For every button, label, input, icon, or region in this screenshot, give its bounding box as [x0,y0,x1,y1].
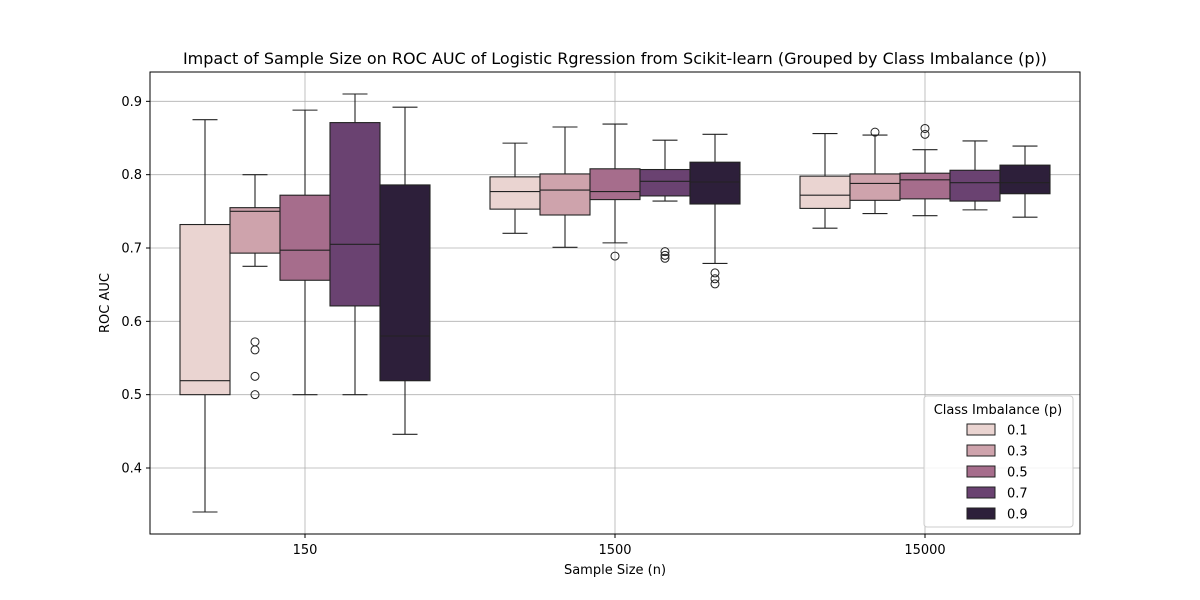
legend-title: Class Imbalance (p) [934,403,1063,418]
legend-entry-label: 0.1 [1007,424,1028,439]
box-150-p0.3 [229,174,281,400]
legend-swatch [966,465,996,478]
legend-frame [923,395,1074,528]
x-tick-label: 150 [293,543,318,558]
box-1500-p0.5 [589,123,641,261]
box-1500-p0.1 [489,142,541,234]
y-tick-label: 0.7 [121,242,142,257]
iqr-box [539,173,591,216]
box-150-p0.1 [179,119,231,513]
iqr-box [799,175,851,209]
outlier-point [250,345,260,355]
box-150-p0.9 [379,106,431,435]
x-tick-label: 15000 [904,543,945,558]
outlier-point [920,129,930,139]
chart-title: Impact of Sample Size on ROC AUC of Logi… [183,49,1047,68]
iqr-box [849,173,901,201]
iqr-box [489,176,541,210]
iqr-box [329,122,381,307]
legend-swatch [966,423,996,436]
y-tick-label: 0.4 [121,462,142,477]
outlier-point [710,279,720,289]
x-axis-label: Sample Size (n) [564,563,666,578]
box-15000-p0.1 [799,133,851,229]
legend-swatch [966,444,996,457]
box-1500-p0.7 [639,139,691,263]
legend-swatch [966,486,996,499]
x-tick-label: 1500 [598,543,631,558]
legend-entry-label: 0.7 [1007,487,1028,502]
iqr-box [899,172,951,200]
box-150-p0.5 [279,109,331,396]
iqr-box [949,169,1001,202]
y-axis-label: ROC AUC [98,273,113,333]
y-tick-label: 0.9 [121,95,142,110]
box-15000-p0.7 [949,140,1001,211]
iqr-box [179,223,231,396]
iqr-box [229,207,281,254]
legend-swatch [966,507,996,520]
y-axis: 0.4 0.5 0.6 0.7 0.8 0.9 [121,95,150,477]
y-tick-label: 0.5 [121,388,142,403]
iqr-box [279,194,331,281]
outlier-point [710,268,720,278]
outlier-point [920,123,930,133]
y-tick-label: 0.8 [121,168,142,183]
box-15000-p0.9 [999,145,1051,218]
legend-entry-label: 0.9 [1007,508,1028,523]
legend-entry-label: 0.5 [1007,466,1028,481]
outlier-point [610,251,620,261]
iqr-box [689,161,741,205]
outlier-point [660,247,670,257]
outlier-point [660,253,670,263]
outlier-point [870,127,880,137]
iqr-box [589,168,641,201]
outlier-point [660,250,670,260]
outlier-point [250,337,260,347]
iqr-box [379,184,431,382]
outlier-point [250,371,260,381]
box-150-p0.7 [329,93,381,396]
y-tick-label: 0.6 [121,315,142,330]
legend-entry-label: 0.3 [1007,445,1028,460]
box-1500-p0.9 [689,133,741,289]
box-1500-p0.3 [539,126,591,248]
legend: Class Imbalance (p) 0.1 0.3 0.5 0.7 0.9 [923,395,1074,528]
outlier-point [250,390,260,400]
iqr-box [639,168,691,197]
iqr-box [999,164,1051,195]
box-15000-p0.5 [899,123,951,217]
outlier-point [710,274,720,284]
box-groups [179,93,1051,513]
box-15000-p0.3 [849,127,901,215]
x-axis: 150 1500 15000 [293,534,946,558]
